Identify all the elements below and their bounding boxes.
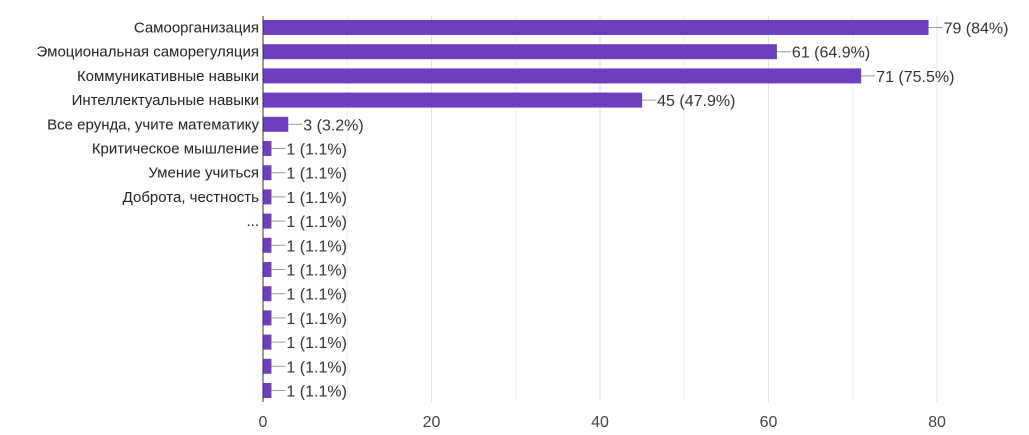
bar: [263, 92, 643, 108]
bars: [263, 20, 929, 398]
x-tick-label: 20: [423, 414, 441, 431]
x-axis-ticks: 0 20 40 60 80: [259, 414, 946, 431]
bar: [263, 141, 272, 156]
value-label: 1 (1.1%): [286, 311, 346, 328]
category-label: Самоорганизация: [134, 20, 259, 37]
bar: [263, 334, 272, 350]
bar: [263, 116, 289, 132]
category-label: Эмоциональная саморегуляция: [37, 44, 259, 61]
category-label: ...: [246, 213, 259, 230]
value-label: 1 (1.1%): [286, 142, 346, 159]
value-label: 61 (64.9%): [792, 45, 870, 62]
value-label: 79 (84%): [944, 21, 1009, 38]
category-label: Умение учиться: [148, 165, 259, 182]
bar: [263, 189, 272, 205]
x-tick-label: 40: [591, 414, 609, 431]
value-label: 1 (1.1%): [286, 359, 346, 376]
value-label: 3 (3.2%): [303, 117, 363, 134]
value-label: 1 (1.1%): [286, 166, 346, 183]
bar: [263, 262, 272, 277]
x-tick-label: 60: [760, 414, 778, 431]
value-label: 71 (75.5%): [876, 69, 954, 86]
bar: [263, 383, 272, 398]
value-label: 1 (1.1%): [286, 238, 346, 255]
bar: [263, 358, 272, 374]
value-label: 1 (1.1%): [286, 263, 346, 280]
category-label: Все ерунда, учите математику: [47, 116, 259, 133]
value-label: 1 (1.1%): [286, 384, 346, 401]
bar: [263, 20, 929, 35]
value-labels: 79 (84%) 61 (64.9%) 71 (75.5%) 45 (47.9%) 3 …: [271, 21, 1008, 401]
category-label: Критическое мышление: [92, 141, 259, 158]
x-tick-label: 80: [928, 414, 946, 431]
bar: [263, 213, 272, 229]
category-label: Коммуникативные навыки: [77, 68, 259, 85]
category-label: Доброта, честность: [123, 189, 260, 206]
bar: [263, 286, 272, 302]
category-labels: Самоорганизация Эмоциональная саморегуляц…: [37, 20, 260, 231]
category-label: Интеллектуальные навыки: [72, 92, 259, 109]
value-label: 45 (47.9%): [657, 93, 735, 110]
value-label: 1 (1.1%): [286, 287, 346, 304]
value-label: 1 (1.1%): [286, 335, 346, 352]
bar: [263, 44, 777, 60]
bar: [263, 68, 862, 84]
x-tick-label: 0: [259, 414, 268, 431]
bar: [263, 165, 272, 181]
value-label: 1 (1.1%): [286, 190, 346, 207]
bar: [263, 237, 272, 253]
value-label: 1 (1.1%): [286, 214, 346, 231]
bar: [263, 310, 272, 326]
